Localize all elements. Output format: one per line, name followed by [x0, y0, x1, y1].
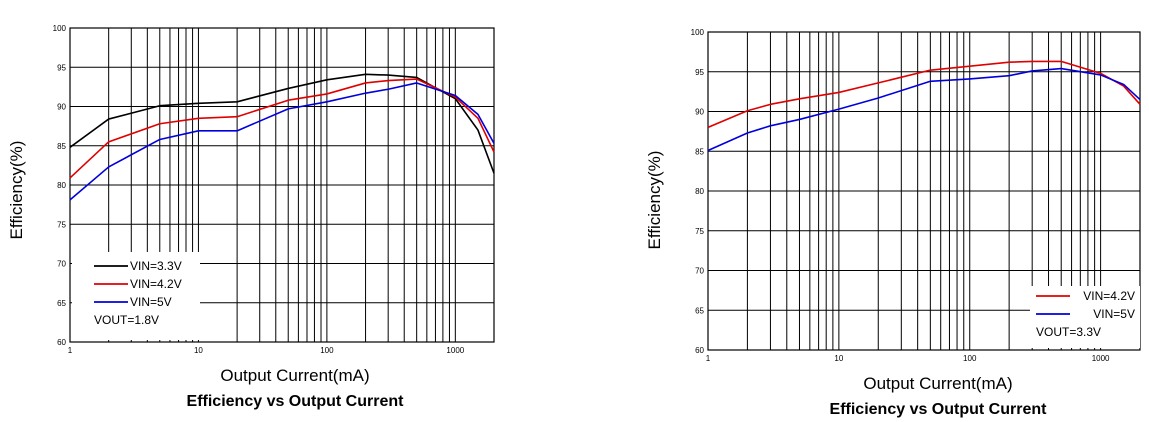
y-tick-label: 95	[695, 68, 704, 77]
y-tick-label: 75	[57, 220, 66, 229]
y-tick-label: 65	[695, 306, 704, 315]
y-tick-label: 80	[57, 181, 66, 190]
legend-label: VIN=4.2V	[1083, 289, 1135, 303]
y-tick-label: 85	[57, 142, 66, 151]
y-tick-label: 65	[57, 299, 66, 308]
legend-label: VIN=5V	[130, 295, 172, 309]
y-tick-label: 60	[695, 346, 704, 355]
x-axis-label: Output Current(mA)	[863, 374, 1012, 393]
series-line-vin-5v	[69, 82, 495, 201]
x-axis-label: Output Current(mA)	[220, 366, 369, 385]
plot-frame	[69, 27, 495, 343]
vout-annotation: VOUT=1.8V	[94, 313, 159, 327]
chart-2: 60 65 70 75 80 85 90 95 100 1 10 100 1000 Efficiency(…	[645, 28, 1141, 418]
legend: VIN=4.2V VIN=5V VOUT=3.3V	[1030, 286, 1140, 348]
y-tick-label: 70	[57, 260, 66, 269]
series-line-vin-5v	[707, 67, 1141, 152]
legend: VIN=3.3V VIN=4.2V VIN=5V VOUT=1.8V	[72, 252, 200, 340]
series-group	[69, 73, 495, 201]
x-tick-label: 10	[194, 346, 203, 355]
y-tick-label: 90	[57, 103, 66, 112]
legend-label: VIN=5V	[1093, 307, 1135, 321]
y-tick-label: 95	[57, 63, 66, 72]
x-tick-label: 10	[834, 354, 843, 363]
plot-frame	[707, 31, 1141, 351]
y-tick-label: 100	[53, 24, 67, 33]
chart-title: Efficiency vs Output Current	[830, 401, 1048, 418]
y-axis-label: Efficiency(%)	[645, 151, 664, 250]
y-tick-label: 85	[695, 147, 704, 156]
x-tick-label: 1000	[446, 346, 464, 355]
x-tick-label: 1	[706, 354, 711, 363]
series-line-vin-4-2v	[707, 60, 1141, 129]
y-tick-label: 80	[695, 187, 704, 196]
vout-annotation: VOUT=3.3V	[1036, 325, 1101, 339]
y-tick-label: 100	[691, 28, 705, 37]
legend-label: VIN=3.3V	[130, 259, 182, 273]
chart-title: Efficiency vs Output Current	[187, 393, 405, 410]
x-tick-label: 1000	[1092, 354, 1110, 363]
series-group	[707, 60, 1141, 152]
legend-background	[72, 252, 200, 340]
y-axis-label: Efficiency(%)	[7, 141, 26, 240]
y-tick-label: 70	[695, 267, 704, 276]
x-tick-label: 100	[963, 354, 977, 363]
chart-1: 60 65 70 75 80 85 90 95 100 1 10 100 1000 Efficiency(…	[7, 24, 495, 410]
x-tick-label: 1	[68, 346, 73, 355]
x-tick-label: 100	[320, 346, 334, 355]
y-tick-label: 60	[57, 338, 66, 347]
y-tick-label: 90	[695, 108, 704, 117]
series-line-vin-3-3v	[69, 73, 495, 174]
y-tick-label: 75	[695, 227, 704, 236]
legend-label: VIN=4.2V	[130, 277, 182, 291]
series-line-vin-4-2v	[69, 78, 495, 179]
